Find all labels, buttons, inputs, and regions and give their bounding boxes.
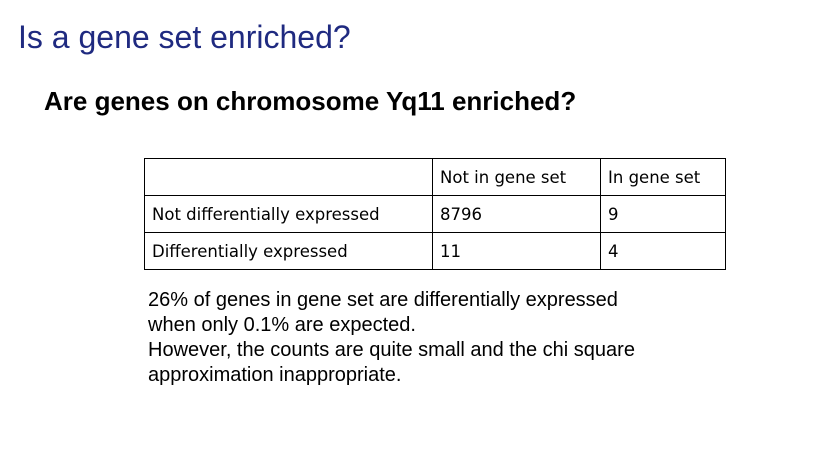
contingency-table: Not in gene set In gene set Not differen… bbox=[144, 158, 726, 270]
table-cell: 9 bbox=[600, 195, 726, 233]
notes-line: approximation inappropriate. bbox=[148, 364, 402, 386]
table-header-row: Not in gene set In gene set bbox=[144, 158, 726, 196]
notes-line: when only 0.1% are expected. bbox=[148, 314, 416, 336]
table-header-not-in-gene-set: Not in gene set bbox=[432, 158, 601, 196]
table-header-corner bbox=[144, 158, 433, 196]
slide-subtitle: Are genes on chromosome Yq11 enriched? bbox=[44, 86, 577, 116]
table-header-in-gene-set: In gene set bbox=[600, 158, 726, 196]
notes-line: However, the counts are quite small and … bbox=[148, 339, 635, 361]
table-row: Differentially expressed 11 4 bbox=[144, 232, 726, 270]
row-label-differentially-expressed: Differentially expressed bbox=[144, 232, 433, 270]
notes-line: 26% of genes in gene set are differentia… bbox=[148, 289, 618, 311]
row-label-not-differentially-expressed: Not differentially expressed bbox=[144, 195, 433, 233]
table-cell: 4 bbox=[600, 232, 726, 270]
slide-title: Is a gene set enriched? bbox=[18, 19, 351, 55]
table-cell: 11 bbox=[432, 232, 601, 270]
table-cell: 8796 bbox=[432, 195, 601, 233]
table-row: Not differentially expressed 8796 9 bbox=[144, 195, 726, 233]
notes-text: 26% of genes in gene set are differentia… bbox=[148, 288, 635, 388]
